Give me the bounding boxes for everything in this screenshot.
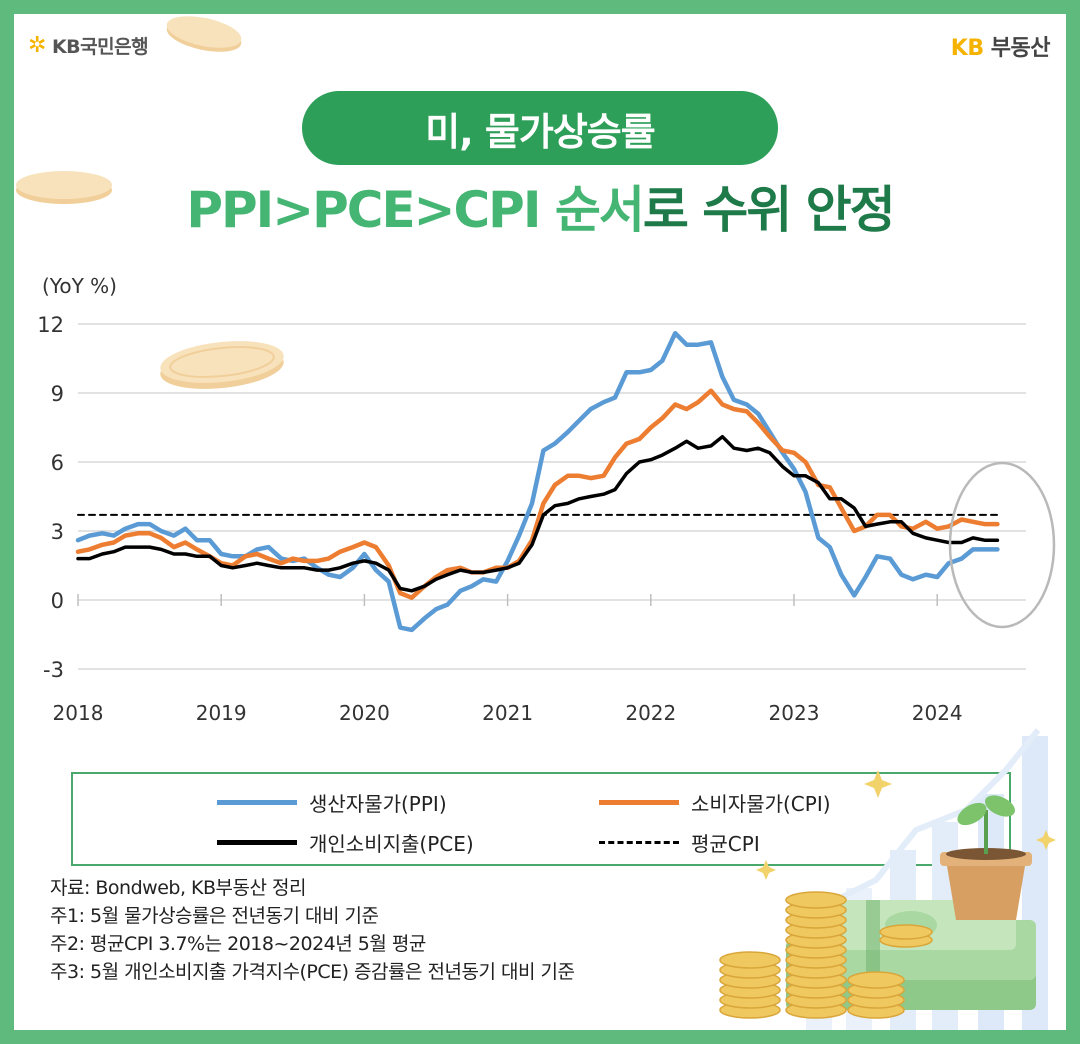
x-tick-label: 2018: [53, 701, 104, 725]
legend-label-cpi: 소비자물가(CPI): [691, 792, 831, 816]
coin-decoration-left: [16, 171, 112, 204]
legend-item-pce: 개인소비지출(PCE): [217, 828, 474, 857]
coin-decoration-chart: [160, 341, 284, 389]
source-notes: 자료: Bondweb, KB부동산 정리 주1: 5월 물가상승률은 전년동기…: [50, 874, 575, 986]
x-tick-label: 2021: [482, 701, 533, 725]
headline-part-b: 로 수위 안정: [642, 181, 896, 239]
legend-swatch-pce: [217, 840, 297, 845]
kb-star-icon: ✲: [28, 33, 46, 58]
kb-bank-logo: ✲ KB국민은행: [28, 32, 149, 59]
inflation-line-chart: (YoY %) 12 9 6 3 0 -3 2018 2019 2020 2021 2022 202…: [37, 274, 1056, 725]
series-line-cpi: [75, 388, 1000, 600]
note-3: 주3: 5월 개인소비지출 가격지수(PCE) 증감률은 전년동기 대비 기준: [50, 961, 575, 983]
note-1: 주1: 5월 물가상승률은 전년동기 대비 기준: [50, 905, 379, 927]
y-tick-label: -3: [43, 658, 64, 682]
source-line: 자료: Bondweb, KB부동산 정리: [50, 877, 306, 899]
chart-legend: 생산자물가(PPI) 소비자물가(CPI) 개인소비지출(PCE) 평균CPI: [71, 772, 1011, 866]
title-pill: 미, 물가상승률: [302, 91, 778, 165]
y-tick-label: 3: [51, 520, 64, 544]
kb-realestate-logo: KB 부동산: [950, 30, 1051, 62]
legend-swatch-avg-cpi: [599, 841, 679, 844]
y-axis-unit-label: (YoY %): [42, 274, 117, 298]
note-2: 주2: 평균CPI 3.7%는 2018~2024년 5월 평균: [50, 933, 426, 955]
legend-label-ppi: 생산자물가(PPI): [309, 792, 447, 816]
series-line-ppi: [75, 330, 1000, 633]
title-pill-text: 미, 물가상승률: [425, 109, 655, 154]
legend-swatch-ppi: [217, 800, 297, 805]
x-tick-label: 2022: [625, 701, 676, 725]
legend-item-cpi: 소비자물가(CPI): [599, 788, 831, 817]
legend-label-pce: 개인소비지출(PCE): [309, 832, 474, 856]
money-plant-illustration: [719, 728, 1056, 1030]
x-tick-label: 2019: [196, 701, 247, 725]
x-tick-label: 2024: [912, 701, 963, 725]
y-tick-label: 9: [51, 382, 64, 406]
kb-realestate-logo-text: 부동산: [990, 36, 1051, 61]
kb-realestate-logo-kb: KB: [950, 36, 984, 61]
y-tick-label: 0: [51, 589, 64, 613]
coin-decoration-top: [166, 16, 242, 52]
recent-period-highlight-circle: [948, 461, 1056, 629]
x-tick-label: 2023: [769, 701, 820, 725]
y-tick-label: 6: [51, 451, 64, 475]
headline-part-a: PPI>PCE>CPI 순서: [186, 181, 645, 239]
legend-item-avg-cpi: 평균CPI: [599, 828, 760, 857]
series-line-pce: [76, 434, 1000, 593]
x-tick-label: 2020: [339, 701, 390, 725]
legend-item-ppi: 생산자물가(PPI): [217, 788, 447, 817]
infographic-panel: ✲ KB국민은행 KB 부동산 미, 물가상승률 PPI>PCE>CPI 순서로…: [14, 14, 1066, 1030]
kb-bank-logo-text: KB국민은행: [51, 36, 149, 58]
legend-swatch-cpi: [599, 800, 679, 805]
legend-label-avg-cpi: 평균CPI: [691, 832, 760, 856]
y-tick-label: 12: [37, 313, 64, 337]
headline: PPI>PCE>CPI 순서로 수위 안정: [14, 180, 1066, 240]
